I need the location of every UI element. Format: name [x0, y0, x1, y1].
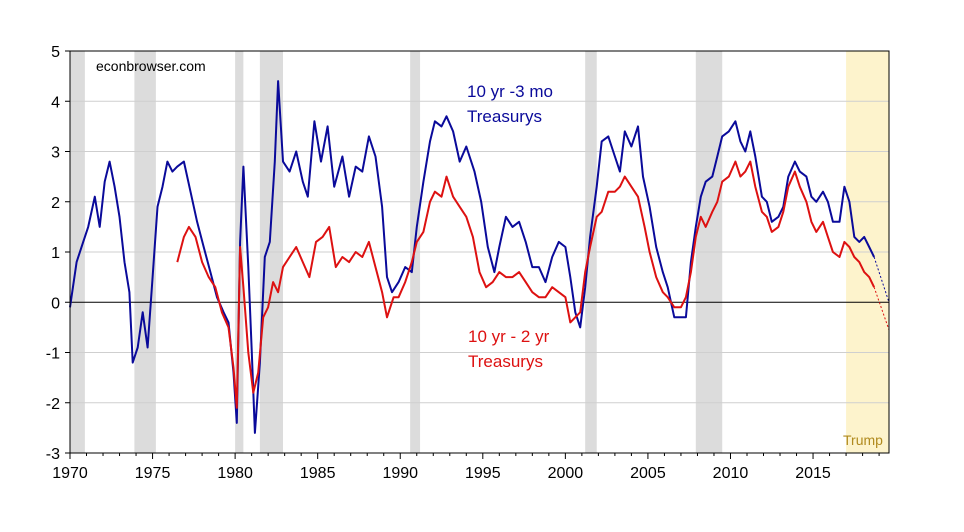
- y-tick-label: 5: [51, 44, 60, 61]
- axis-ticks: -3 -2 -1 0 1 2 3 4 5 1970 1975 1980 1985 1990 1995 2000…: [46, 44, 880, 482]
- series-label-10y-2y-line2: Treasurys: [468, 352, 543, 371]
- x-tick-label: 2010: [713, 465, 749, 482]
- y-tick-label: 3: [51, 145, 60, 162]
- x-tick-label: 1970: [52, 465, 88, 482]
- series-label-10y-3m-line2: Treasurys: [467, 107, 542, 126]
- projection-line-1: [873, 287, 890, 331]
- y-tick-label: -2: [46, 396, 60, 413]
- y-tick-label: 0: [51, 295, 60, 312]
- series-line-0: [69, 80, 875, 434]
- y-tick-label: 4: [51, 94, 60, 111]
- y-tick-label: -3: [46, 446, 60, 463]
- watermark: econbrowser.com: [96, 58, 206, 74]
- series-label-10y-3m-line1: 10 yr -3 mo: [467, 82, 553, 101]
- x-tick-label: 1995: [465, 465, 501, 482]
- y-tick-label: -1: [46, 346, 60, 363]
- y-tick-label: 1: [51, 245, 60, 262]
- trump-label: Trump: [843, 432, 883, 448]
- series-lines: [69, 80, 890, 434]
- x-tick-label: 1985: [300, 465, 336, 482]
- x-tick-label: 2000: [548, 465, 584, 482]
- y-tick-label: 2: [51, 195, 60, 212]
- x-tick-label: 1990: [382, 465, 418, 482]
- x-tick-label: 1975: [135, 465, 171, 482]
- series-label-10y-2y-line1: 10 yr - 2 yr: [468, 327, 550, 346]
- x-tick-label: 2015: [795, 465, 831, 482]
- x-tick-label: 2005: [630, 465, 666, 482]
- series-line-1: [176, 160, 875, 409]
- x-tick-label: 1980: [217, 465, 253, 482]
